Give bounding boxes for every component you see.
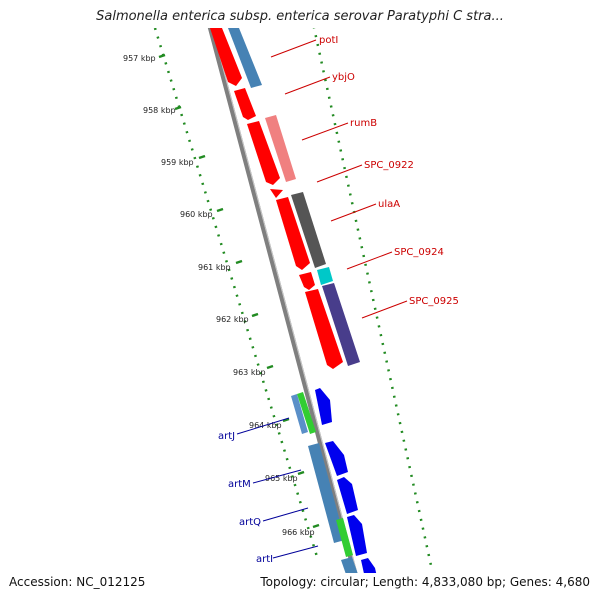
gene-label-artM[interactable]: artM [228, 479, 251, 490]
cds-rev-5[interactable] [361, 558, 380, 592]
gene-box-artQ-green[interactable] [336, 518, 353, 557]
tick-label-965: 965 kbp [265, 474, 298, 483]
tick-label-959: 959 kbp [161, 158, 194, 167]
tick-label-957: 957 kbp [123, 54, 156, 63]
gene-box-ulaA-outer[interactable] [291, 192, 326, 268]
cds-potI[interactable] [210, 28, 242, 86]
reverse-leader-lines [236, 417, 319, 559]
gene-label-rumB[interactable]: rumB [350, 118, 377, 129]
gene-label-artI[interactable]: artI [256, 554, 273, 565]
cds-SPC_0924[interactable] [299, 272, 315, 290]
gene-box-artJ-a[interactable] [291, 394, 308, 434]
cds-rumB[interactable] [247, 121, 280, 185]
cds-rev-3[interactable] [337, 477, 358, 514]
cds-SPC_0925[interactable] [305, 289, 343, 369]
tick-label-961: 961 kbp [198, 263, 231, 272]
gene-label-artJ[interactable]: artJ [218, 431, 235, 442]
tick-label-960: 960 kbp [180, 210, 213, 219]
gene-box-SPC_0925-outer[interactable] [322, 283, 360, 366]
cds-small-red[interactable] [270, 189, 283, 198]
outer-tick-ring [312, 28, 434, 571]
gene-box-potI-outer[interactable] [228, 28, 262, 88]
backbone [207, 28, 358, 573]
backbone-highlight [211, 28, 358, 573]
gene-label-potI[interactable]: potI [319, 35, 338, 46]
tick-label-958: 958 kbp [143, 106, 176, 115]
cds-rev-2[interactable] [325, 441, 348, 476]
gene-label-SPC_0924[interactable]: SPC_0924 [394, 247, 444, 258]
cds-ulaA[interactable] [276, 197, 310, 270]
gene-box-rumB-outer[interactable] [265, 115, 296, 182]
gene-box-cyan[interactable] [317, 267, 333, 285]
accession-label: Accession: NC_012125 [9, 575, 146, 589]
cds-ybjO[interactable] [234, 88, 256, 120]
gene-label-artQ[interactable]: artQ [239, 517, 261, 528]
gene-label-SPC_0925[interactable]: SPC_0925 [409, 296, 459, 307]
tick-marks [158, 53, 320, 529]
tick-label-963: 963 kbp [233, 368, 266, 377]
gene-label-ulaA[interactable]: ulaA [378, 199, 400, 210]
tick-label-966: 966 kbp [282, 528, 315, 537]
gene-box-artJ-b[interactable] [297, 392, 316, 434]
cds-rev-4[interactable] [347, 515, 367, 556]
forward-leader-lines [270, 39, 408, 319]
genome-stats: Topology: circular; Length: 4,833,080 bp… [260, 575, 590, 589]
map-title: Salmonella enterica subsp. enterica sero… [96, 9, 504, 24]
gene-label-ybjO[interactable]: ybjO [332, 72, 355, 83]
gene-box-artM[interactable] [308, 443, 345, 543]
gene-box-artI[interactable] [341, 557, 360, 583]
tick-label-962: 962 kbp [216, 315, 249, 324]
cds-rev-1[interactable] [315, 388, 332, 425]
gene-label-SPC_0922[interactable]: SPC_0922 [364, 160, 414, 171]
